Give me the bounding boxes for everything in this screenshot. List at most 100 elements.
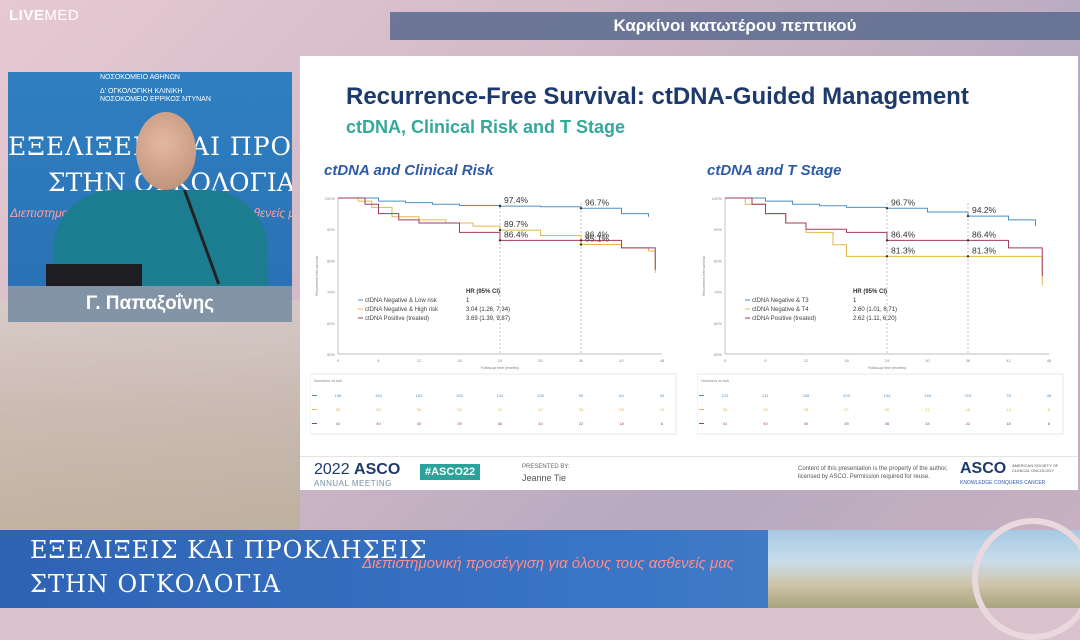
hr-value: 3.04 (1.26, 7.34) — [466, 307, 510, 313]
copyright-notice: Content of this presentation is the prop… — [798, 466, 948, 480]
data-label: 97.4% — [504, 195, 529, 205]
x-tick-label: 24 — [885, 358, 890, 363]
data-point — [498, 204, 502, 208]
numbers-at-risk-label: Numbers at risk — [701, 378, 729, 383]
legend-item: ctDNA Negative & T3 — [752, 298, 809, 304]
numbers-at-risk-label: Numbers at risk — [314, 378, 342, 383]
risk-count: 211 — [762, 393, 769, 398]
y-tick-label: 90% — [714, 227, 722, 232]
x-tick-label: 6 — [377, 358, 380, 363]
series-line — [725, 197, 1043, 276]
x-tick-label: 12 — [417, 358, 422, 363]
hospital-name-3: ΝΟΣΟΚΟΜΕΙΟ ΕΡΡΙΚΟΣ ΝΤΥΝΑΝ — [100, 96, 211, 103]
x-tick-label: 48 — [1047, 358, 1052, 363]
risk-count: 54 — [457, 407, 462, 412]
data-label: 89.7% — [504, 219, 529, 229]
x-axis-label: Follow-up time (months) — [868, 366, 907, 370]
y-tick-label: 60% — [327, 321, 335, 326]
data-point — [579, 207, 583, 210]
hr-header: HR (95% CI) — [853, 289, 887, 295]
livemed-logo-bold: LIVE — [9, 7, 45, 24]
series-line — [725, 197, 1036, 227]
data-label: 86.4% — [504, 229, 529, 239]
livemed-logo: LIVEMED — [9, 7, 79, 24]
risk-count: 213 — [722, 393, 729, 398]
speaker-video: ΝΟΣΟΚΟΜΕΙΟ ΑΘΗΝΩΝ Δ' ΟΓΚΟΛΟΓΙΚΗ ΚΛΙΝΙΚΗ … — [8, 72, 292, 286]
risk-count: 8 — [661, 421, 664, 426]
presented-by-label: PRESENTED BY: — [522, 464, 570, 470]
legend-item: ctDNA Negative & High risk — [365, 307, 439, 313]
risk-table-frame — [310, 373, 677, 435]
risk-count: 30 — [723, 407, 728, 412]
bottom-banner-line2: ΣΤΗΝ ΟΓΚΟΛΟΓΙΑ — [30, 570, 281, 598]
hr-value: 2.60 (1.01, 6.71) — [853, 307, 897, 313]
chart-title-t-stage: ctDNA and T Stage — [707, 162, 842, 179]
risk-count: 28 — [804, 407, 809, 412]
data-label: 86.4% — [585, 229, 610, 239]
data-point — [498, 239, 502, 242]
risk-count: 203 — [843, 393, 850, 398]
risk-count: 21 — [925, 407, 930, 412]
risk-count: 106 — [537, 393, 544, 398]
risk-count: 18 — [619, 421, 624, 426]
data-point — [885, 207, 889, 210]
risk-count: 41 — [336, 421, 341, 426]
data-label: 86.4% — [891, 229, 916, 239]
slide-footer: 2022 ASCO ANNUAL MEETING #ASCO22 PRESENT… — [300, 456, 1078, 491]
risk-count: 115 — [965, 393, 972, 398]
risk-count: 16 — [966, 407, 971, 412]
risk-count: 21 — [660, 407, 665, 412]
risk-count: 18 — [1006, 421, 1011, 426]
data-point — [498, 228, 502, 232]
hr-value: 1 — [853, 298, 857, 304]
speaker-name: Γ. Παπαξοΐνης — [85, 293, 215, 314]
risk-count: 48 — [1047, 393, 1052, 398]
hr-header: HR (95% CI) — [466, 289, 500, 295]
y-tick-label: 100% — [712, 196, 723, 201]
hospital-name-1: ΝΟΣΟΚΟΜΕΙΟ ΑΘΗΝΩΝ — [100, 74, 180, 81]
risk-count: 51 — [498, 407, 503, 412]
risk-table-frame — [697, 373, 1064, 435]
data-label: 94.2% — [972, 205, 997, 215]
series-line — [338, 197, 649, 217]
risk-count: 22 — [579, 421, 584, 426]
risk-count: 78 — [1006, 393, 1011, 398]
risk-count: 40 — [376, 421, 381, 426]
legend-item: ctDNA Positive (treated) — [365, 316, 429, 322]
hr-value: 1 — [466, 298, 470, 304]
data-point — [966, 255, 970, 258]
risk-count: 36 — [885, 421, 890, 426]
x-tick-label: 30 — [925, 358, 930, 363]
x-tick-label: 18 — [844, 358, 849, 363]
slide-subtitle: ctDNA, Clinical Risk and T Stage — [346, 117, 626, 137]
risk-count: 156 — [335, 393, 342, 398]
x-tick-label: 36 — [579, 358, 584, 363]
risk-count: 40 — [804, 421, 809, 426]
risk-count: 142 — [497, 393, 504, 398]
km-chart-t-stage: 50%60%70%80%90%100%0 6 12 18 24 30 36 42 48Follo… — [697, 196, 1064, 435]
data-label: 96.7% — [585, 197, 610, 207]
x-tick-label: 42 — [619, 358, 624, 363]
y-tick-label: 80% — [327, 258, 335, 263]
legend-item: ctDNA Negative & T4 — [752, 307, 809, 313]
risk-count: 64 — [619, 393, 624, 398]
km-chart-clinical-risk: 50%60%70%80%90%100%0 6 12 18 24 30 36 42 48Follo… — [310, 195, 677, 435]
x-tick-label: 36 — [966, 358, 971, 363]
risk-count: 40 — [763, 421, 768, 426]
asco-logo: ASCO — [960, 460, 1007, 477]
data-point — [579, 239, 583, 242]
risk-count: 13 — [1006, 407, 1011, 412]
laptop — [46, 264, 142, 286]
slide-title: Recurrence-Free Survival: ctDNA-Guided M… — [346, 83, 969, 110]
risk-count: 208 — [803, 393, 810, 398]
bottom-banner-line1: ΕΞΕΛΙΞΕΙΣ ΚΑΙ ΠΡΟΚΛΗΣΕΙΣ — [30, 536, 428, 564]
speaker-head — [136, 112, 196, 190]
risk-count: 36 — [498, 421, 503, 426]
risk-count: 29 — [763, 407, 768, 412]
x-tick-label: 6 — [764, 358, 767, 363]
asco-wordmark: ASCO — [354, 461, 401, 478]
annual-meeting-label: ANNUAL MEETING — [314, 479, 392, 488]
hr-value: 3.69 (1.39, 9.87) — [466, 316, 510, 322]
y-axis-label: Recurrence-free survival — [315, 256, 319, 295]
asco-tagline: KNOWLEDGE CONQUERS CANCER — [960, 480, 1046, 486]
